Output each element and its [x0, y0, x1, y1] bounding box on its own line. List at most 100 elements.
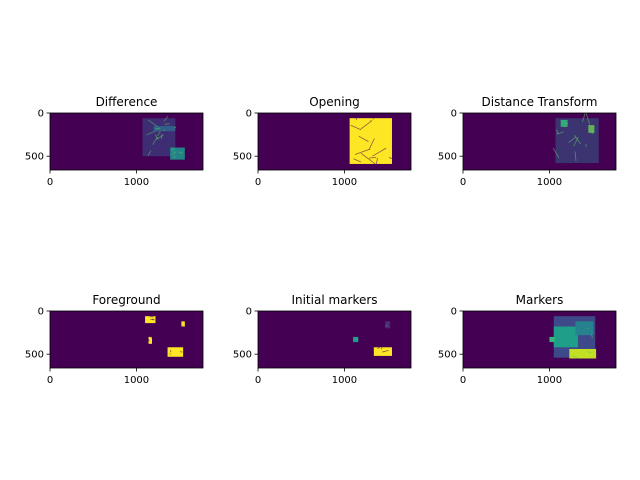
image-content	[353, 321, 392, 356]
subplot-3: Distance Transform 0 1000 0 500	[438, 95, 617, 188]
y-tick-label: 0	[451, 109, 457, 120]
image-region	[575, 321, 594, 336]
image-region	[560, 119, 568, 127]
image-texture	[173, 151, 176, 155]
subplot-grid: Difference 0 1000 0 500 Opening 0 1000 0 500 Dista…	[25, 95, 617, 386]
image-texture	[572, 355, 578, 359]
image-texture	[565, 122, 568, 125]
x-tick-label: 0	[47, 177, 53, 188]
image-region	[349, 118, 392, 164]
image-texture	[163, 115, 169, 122]
image-texture	[156, 134, 164, 140]
y-tick-label: 500	[438, 152, 457, 163]
subplot-title: Opening	[309, 95, 360, 109]
image-region	[553, 326, 578, 348]
image-texture	[358, 135, 369, 142]
x-tick-label: 0	[255, 375, 261, 386]
subplot-2: Opening 0 1000 0 500	[233, 95, 412, 188]
y-tick-label: 0	[38, 307, 44, 318]
image-texture	[382, 349, 389, 353]
subplot-title: Distance Transform	[482, 95, 598, 109]
x-tick-label: 1000	[124, 177, 149, 188]
image-texture	[377, 347, 380, 349]
image-background	[258, 311, 411, 368]
image-texture	[585, 143, 587, 147]
subplot-title: Initial markers	[291, 293, 377, 307]
image-texture	[171, 147, 174, 151]
image-texture	[150, 318, 155, 321]
x-tick-label: 0	[460, 375, 466, 386]
image-texture	[354, 148, 371, 155]
image-texture	[375, 157, 378, 166]
image-region	[153, 125, 176, 132]
image-texture	[151, 318, 155, 321]
image-texture	[147, 150, 152, 156]
image-texture	[556, 131, 564, 135]
image-texture	[352, 113, 358, 121]
image-texture	[574, 134, 582, 145]
image-region	[170, 147, 185, 160]
image-texture	[591, 334, 593, 338]
image-region	[549, 336, 555, 343]
image-texture	[173, 156, 176, 159]
y-tick-label: 500	[233, 350, 252, 361]
image-region	[385, 321, 391, 329]
image-texture	[360, 120, 373, 130]
image-texture	[157, 130, 161, 137]
x-tick-label: 1000	[537, 375, 562, 386]
image-texture	[169, 353, 171, 355]
y-tick-label: 0	[38, 109, 44, 120]
image-texture	[368, 138, 375, 150]
x-tick-label: 1000	[332, 177, 357, 188]
image-texture	[574, 151, 577, 162]
image-content	[549, 316, 597, 359]
subplot-1: Difference 0 1000 0 500	[25, 95, 204, 188]
image-texture	[353, 158, 362, 163]
subplot-title: Foreground	[92, 293, 160, 307]
image-texture	[368, 157, 377, 159]
image-region	[148, 336, 152, 344]
subplot-4: Foreground 0 1000 0 500	[25, 293, 204, 386]
y-tick-label: 500	[25, 350, 44, 361]
image-texture	[573, 136, 579, 147]
x-tick-label: 1000	[124, 375, 149, 386]
image-texture	[154, 134, 159, 140]
x-tick-label: 0	[255, 177, 261, 188]
image-content	[145, 316, 185, 357]
image-content	[349, 113, 401, 166]
image-texture	[591, 132, 594, 135]
y-tick-label: 0	[246, 307, 252, 318]
image-content	[552, 113, 599, 164]
image-content	[142, 115, 185, 160]
axes-frame	[49, 310, 204, 369]
image-region	[569, 349, 597, 359]
image-texture	[360, 152, 376, 165]
subplot-title: Difference	[96, 95, 158, 109]
image-texture	[587, 351, 591, 354]
y-tick-label: 0	[246, 109, 252, 120]
y-tick-label: 500	[25, 152, 44, 163]
x-tick-label: 0	[460, 177, 466, 188]
image-region	[353, 336, 359, 343]
image-texture	[587, 327, 589, 330]
image-texture	[591, 130, 594, 133]
image-texture	[356, 338, 359, 341]
axes-frame	[257, 112, 412, 171]
image-region	[181, 321, 185, 327]
image-texture	[179, 351, 183, 353]
y-tick-label: 500	[438, 350, 457, 361]
image-texture	[350, 124, 362, 131]
subplot-title: Markers	[516, 293, 564, 307]
axes-frame	[49, 112, 204, 171]
y-tick-label: 0	[451, 307, 457, 318]
image-texture	[385, 324, 388, 327]
axes-frame	[462, 112, 617, 171]
image-texture	[552, 147, 560, 158]
image-region	[167, 347, 184, 357]
image-texture	[178, 152, 184, 154]
image-texture	[380, 347, 383, 350]
subplot-5: Initial markers 0 1000 0 500	[233, 293, 412, 386]
x-tick-label: 0	[47, 375, 53, 386]
